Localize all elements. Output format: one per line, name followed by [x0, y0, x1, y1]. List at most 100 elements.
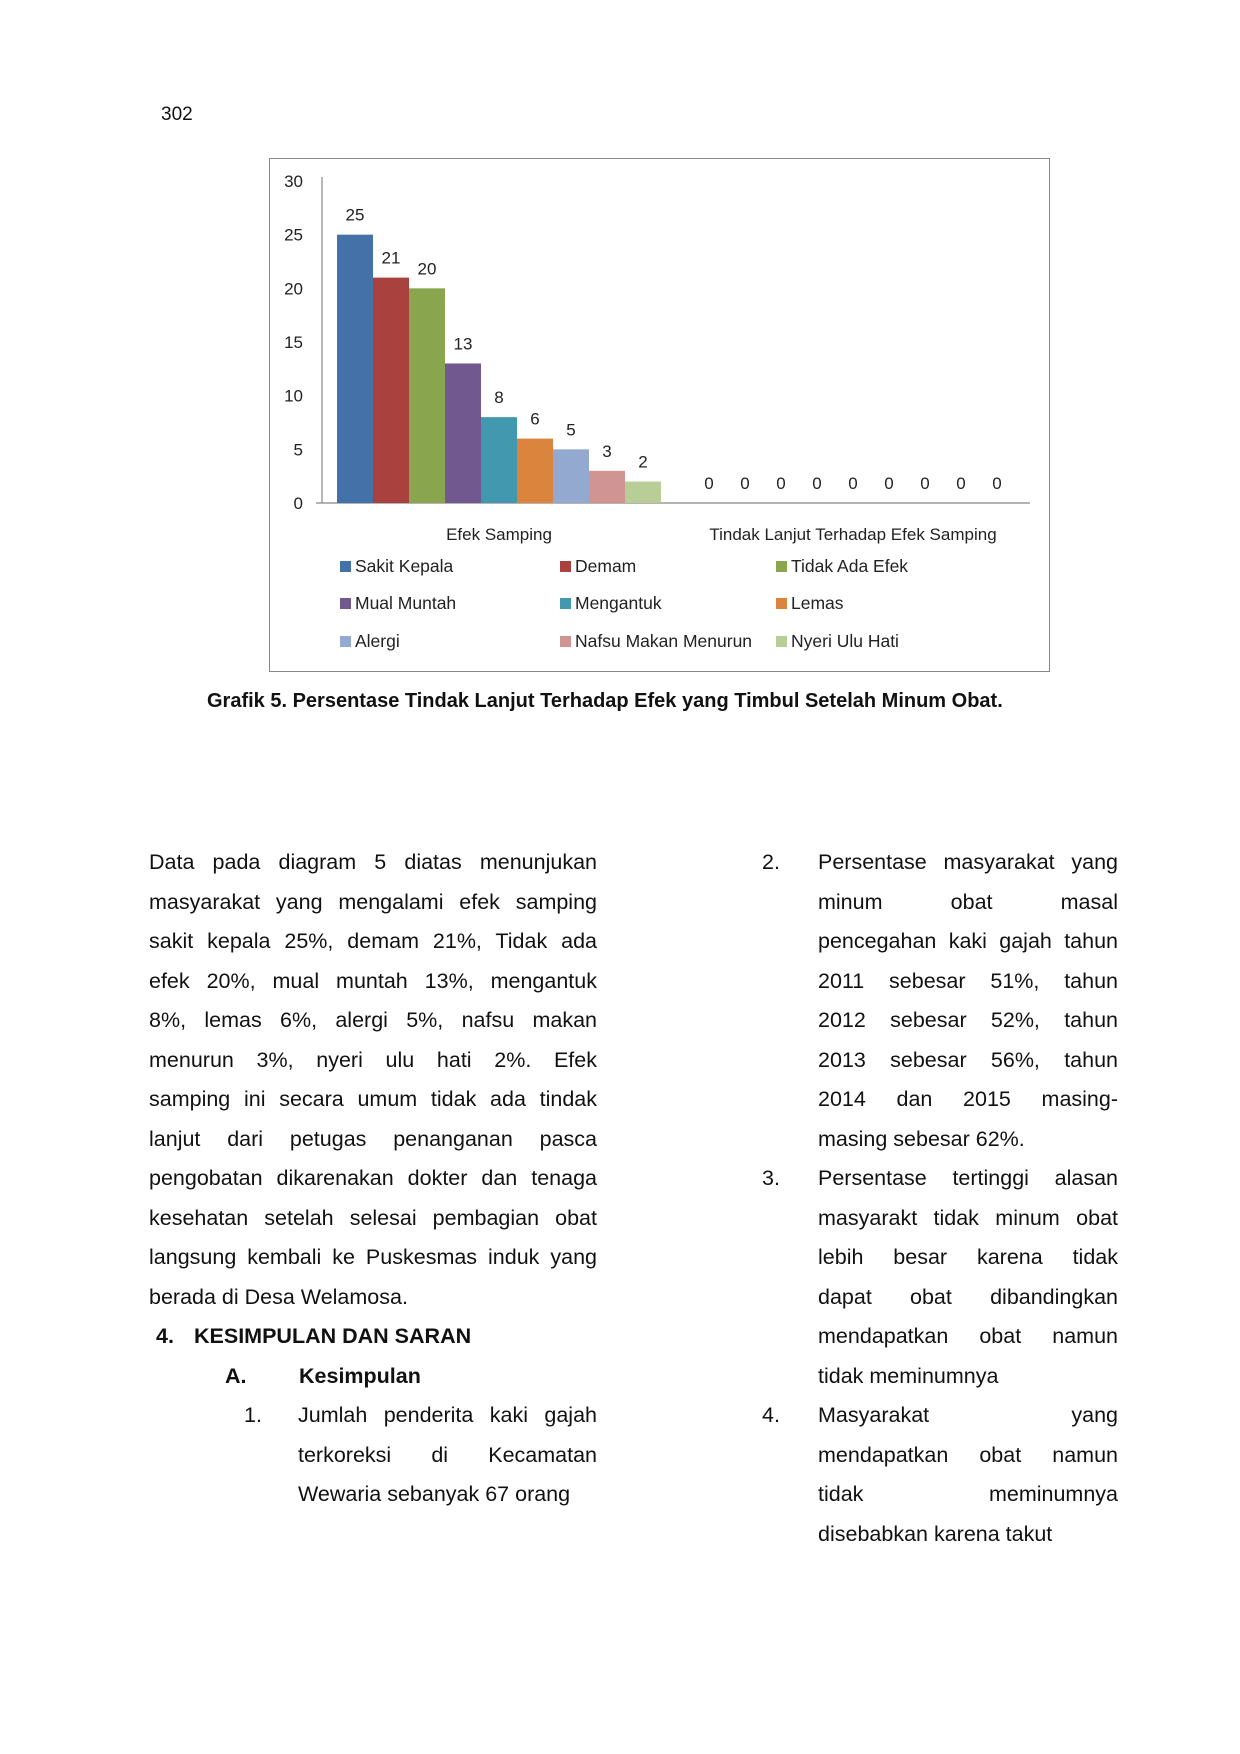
item-text: Persentase tertinggi alasan masyarakt tid…	[818, 1159, 1118, 1396]
data-label: 0	[956, 474, 965, 493]
data-label: 25	[346, 206, 365, 225]
legend-swatch	[776, 598, 787, 609]
discussion-paragraph: Data pada diagram 5 diatas menunjukan mas…	[149, 843, 597, 1317]
data-label: 0	[920, 474, 929, 493]
data-label: 6	[530, 410, 539, 429]
text-line: langsung kembali ke Puskesmas induk yang	[149, 1245, 597, 1269]
data-label: 0	[992, 474, 1001, 493]
data-label: 20	[418, 259, 437, 278]
text-line: masing sebesar 62%.	[818, 1126, 1025, 1151]
section-number: 4.	[156, 1324, 174, 1348]
bar	[445, 363, 481, 503]
item-text: Masyarakat yang mendapatkan obat namun tid…	[818, 1396, 1118, 1554]
data-label: 0	[848, 474, 857, 493]
text-line: 2014 dan 2015 masing-	[818, 1087, 1118, 1111]
text-line: Persentase masyarakat yang	[818, 850, 1118, 874]
text-line: Masyarakat yang	[818, 1403, 1118, 1427]
item-number: 3.	[762, 1166, 780, 1190]
text-line: mendapatkan obat namun	[818, 1442, 1118, 1467]
text-line: pengobatan dikarenakan dokter dan tenaga	[149, 1166, 597, 1190]
text-line: tidak meminumnya	[818, 1363, 999, 1388]
bar	[517, 438, 553, 503]
y-tick-label: 20	[284, 279, 303, 298]
subsection-title: Kesimpulan	[299, 1363, 421, 1388]
y-tick-label: 0	[294, 494, 303, 513]
text-line: lebih besar karena tidak	[818, 1245, 1118, 1269]
data-label: 21	[382, 249, 401, 268]
text-line: Persentase tertinggi alasan	[818, 1166, 1118, 1190]
right-column: 2. Persentase masyarakat yang minum obat m…	[762, 843, 1118, 1554]
figure-caption: Grafik 5. Persentase Tindak Lanjut Terha…	[207, 690, 1003, 712]
text-line: terkoreksi di Kecamatan	[298, 1442, 597, 1467]
legend-label: Mual Muntah	[355, 593, 456, 613]
legend-label: Nafsu Makan Menurun	[575, 631, 752, 651]
legend-label: Mengantuk	[575, 593, 662, 613]
text-line: Data pada diagram 5 diatas menunjukan	[149, 850, 597, 874]
bar	[589, 470, 625, 503]
data-label: 2	[638, 453, 647, 472]
data-label: 0	[884, 474, 893, 493]
data-label: 0	[740, 474, 749, 493]
data-label: 0	[776, 474, 785, 493]
chart-frame: 0 5 10 15 20 25 30 25 21 20 13 8 6 5 3 2 Efek Samping 0 0 0…	[269, 158, 1050, 672]
text-line: pencegahan kaki gajah tahun	[818, 929, 1118, 953]
text-line: Jumlah penderita kaki gajah	[298, 1403, 597, 1427]
item-number: 2.	[762, 850, 780, 874]
item-text: Jumlah penderita kaki gajah terkoreksi di…	[298, 1396, 597, 1515]
y-tick-label: 30	[284, 172, 303, 191]
subsection-heading: A. Kesimpulan	[225, 1357, 597, 1397]
text-line: mendapatkan obat namun	[818, 1324, 1118, 1348]
text-line: menurun 3%, nyeri ulu hati 2%. Efek	[149, 1047, 597, 1072]
text-line: masyarakt tidak minum obat	[818, 1205, 1118, 1230]
bar	[409, 288, 445, 503]
left-column: Data pada diagram 5 diatas menunjukan mas…	[149, 843, 597, 1515]
bar-chart: 0 5 10 15 20 25 30 25 21 20 13 8 6 5 3 2 Efek Samping 0 0 0…	[284, 172, 1030, 651]
y-tick-label: 5	[294, 440, 303, 459]
legend-swatch	[560, 561, 571, 572]
section-title: KESIMPULAN DAN SARAN	[194, 1324, 472, 1348]
text-line: 2013 sebesar 56%, tahun	[818, 1047, 1118, 1072]
legend-swatch	[560, 598, 571, 609]
text-line: samping ini secara umum tidak ada tindak	[149, 1087, 597, 1111]
text-line: efek 20%, mual muntah 13%, mengantuk	[149, 968, 597, 993]
text-line: Wewaria sebanyak 67 orang	[298, 1482, 571, 1506]
text-line: berada di Desa Welamosa.	[149, 1284, 408, 1309]
text-line: tidak meminumnya	[818, 1482, 1118, 1506]
page-number: 302	[161, 104, 193, 125]
conclusion-item-1: 1. Jumlah penderita kaki gajah terkoreksi…	[244, 1396, 597, 1515]
legend-swatch	[776, 561, 787, 572]
y-tick-label: 25	[284, 226, 303, 245]
subsection-number: A.	[225, 1363, 247, 1388]
bar	[553, 449, 589, 503]
category-label: Tindak Lanjut Terhadap Efek Samping	[709, 525, 996, 544]
text-line: kesehatan setelah selesai pembagian obat	[149, 1205, 597, 1230]
text-line: lanjut dari petugas penanganan pasca	[149, 1126, 597, 1151]
section-heading: 4. KESIMPULAN DAN SARAN	[149, 1317, 597, 1357]
conclusion-item-4: 4. Masyarakat yang mendapatkan obat namun t…	[762, 1396, 1118, 1554]
item-number: 1.	[244, 1403, 262, 1427]
text-line: sakit kepala 25%, demam 21%, Tidak ada	[149, 929, 597, 953]
legend-swatch	[340, 636, 351, 647]
text-line: 2011 sebesar 51%, tahun	[818, 968, 1118, 993]
legend-swatch	[340, 561, 351, 572]
data-label: 3	[602, 442, 611, 461]
item-text: Persentase masyarakat yang minum obat mas…	[818, 843, 1118, 1159]
data-label: 8	[494, 388, 503, 407]
bar	[337, 234, 373, 503]
legend-label: Tidak Ada Efek	[791, 556, 908, 576]
bar	[481, 417, 517, 503]
data-label: 13	[454, 334, 473, 353]
y-tick-label: 10	[284, 387, 303, 406]
bar	[625, 481, 661, 503]
legend-label: Alergi	[355, 631, 400, 651]
text-line: masyarakat yang mengalami efek samping	[149, 889, 597, 914]
legend-label: Lemas	[791, 593, 844, 613]
legend-label: Demam	[575, 556, 636, 576]
text-line: minum obat masal	[818, 889, 1118, 914]
text-line: disebabkan karena takut	[818, 1521, 1053, 1546]
y-tick-label: 15	[284, 333, 303, 352]
text-line: 2012 sebesar 52%, tahun	[818, 1008, 1118, 1032]
conclusion-item-3: 3. Persentase tertinggi alasan masyarakt t…	[762, 1159, 1118, 1396]
text-line: 8%, lemas 6%, alergi 5%, nafsu makan	[149, 1008, 597, 1032]
data-label: 5	[566, 420, 575, 439]
